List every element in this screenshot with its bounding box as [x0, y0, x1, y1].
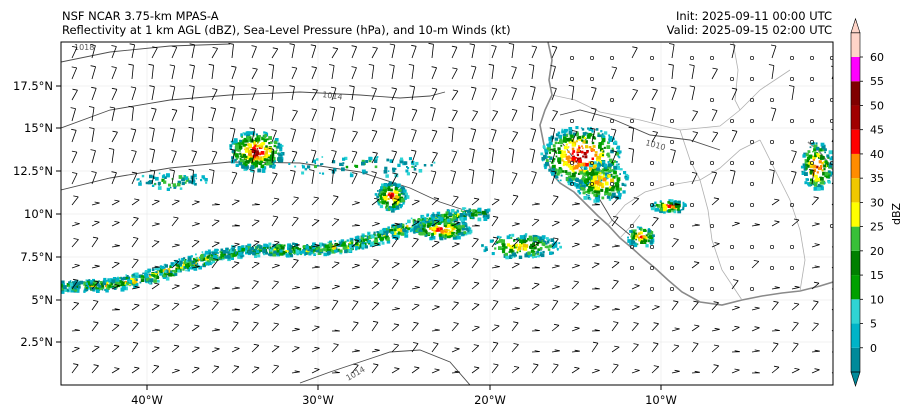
- lat-tick-label: 17.5°N: [13, 79, 53, 93]
- reflectivity-echoes: [61, 126, 833, 294]
- colorbar-tick-label: 0: [870, 342, 877, 355]
- colorbar-label: dBZ: [890, 203, 903, 226]
- colorbar-swatch: [851, 250, 860, 276]
- lat-tick-label: 2.5°N: [20, 335, 53, 349]
- lon-tick-label: 10°W: [645, 393, 677, 407]
- isobar-label: 1018: [74, 43, 94, 52]
- colorbar-swatch: [851, 226, 860, 251]
- colorbar-tick-label: 35: [870, 172, 884, 185]
- colorbar-extend-max: [850, 17, 861, 34]
- colorbar-swatch: [851, 323, 860, 348]
- lat-tick-label: 10°N: [24, 207, 53, 221]
- colorbar-swatch: [851, 347, 860, 372]
- colorbar-tick-label: 25: [870, 221, 884, 234]
- lon-tick-label: 30°W: [302, 393, 334, 407]
- valid-time: Valid: 2025-09-15 02:00 UTC: [666, 23, 832, 37]
- colorbar-tick-label: 20: [870, 245, 884, 258]
- colorbar-swatch: [851, 81, 860, 106]
- colorbar-tick-label: 55: [870, 75, 884, 88]
- colorbar-swatch: [851, 153, 860, 179]
- colorbar-tick-label: 30: [870, 196, 884, 209]
- lon-tick-label: 40°W: [131, 393, 163, 407]
- fields-subtitle: Reflectivity at 1 km AGL (dBZ), Sea-Leve…: [62, 23, 511, 37]
- isobars: [61, 43, 721, 385]
- colorbar: 0 5 10 15 20 25 30 35 40 45 50 55 60: [850, 17, 884, 387]
- country-borders: [551, 42, 806, 301]
- colorbar-swatch: [851, 299, 860, 324]
- latitude-axis: 17.5°N 15°N 12.5°N 10°N 7.5°N 5°N 2.5°N: [13, 79, 61, 349]
- colorbar-tick-label: 40: [870, 148, 884, 161]
- lat-tick-label: 12.5°N: [13, 164, 53, 178]
- colorbar-swatch: [851, 178, 860, 203]
- colorbar-tick-label: 60: [870, 51, 884, 64]
- colorbar-tick-label: 15: [870, 269, 884, 282]
- lat-tick-label: 15°N: [24, 121, 53, 135]
- colorbar-swatch: [851, 129, 860, 154]
- isobar-label: 1014: [322, 90, 343, 102]
- colorbar-swatch: [851, 275, 860, 300]
- colorbar-swatch: [851, 105, 860, 130]
- lat-tick-label: 7.5°N: [20, 250, 53, 264]
- colorbar-tick-label: 50: [870, 99, 884, 112]
- init-time: Init: 2025-09-11 00:00 UTC: [676, 9, 832, 23]
- wind-barbs: [70, 42, 833, 374]
- colorbar-swatch: [851, 202, 860, 227]
- colorbar-extend-min: [850, 371, 861, 387]
- colorbar-swatch: [851, 32, 860, 57]
- colorbar-tick-label: 45: [870, 124, 884, 137]
- longitude-axis: 40°W 30°W 20°W 10°W: [131, 385, 677, 407]
- lon-tick-label: 20°W: [474, 393, 506, 407]
- colorbar-tick-label: 10: [870, 293, 884, 306]
- lat-tick-label: 5°N: [31, 293, 53, 307]
- colorbar-swatch: [851, 57, 860, 82]
- colorbar-tick-label: 5: [870, 318, 877, 331]
- model-title: NSF NCAR 3.75-km MPAS-A: [62, 9, 219, 23]
